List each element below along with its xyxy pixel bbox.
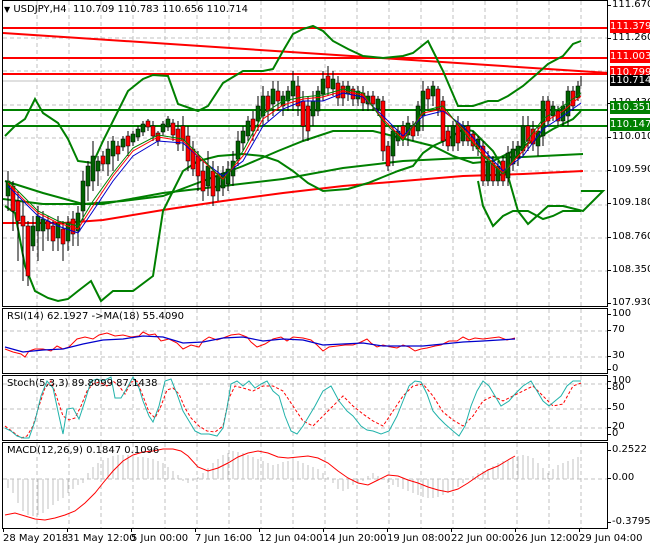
price-tag-resistance-1: 111.379 <box>610 20 650 33</box>
macd-axis: 0.2522 0.00 -0.3795 <box>607 442 650 529</box>
rsi-tick: 0 <box>607 363 619 374</box>
main-price-panel[interactable] <box>2 0 608 307</box>
time-label: 31 May 12:00 <box>67 533 136 544</box>
price-tick: 107.930 <box>607 298 650 308</box>
price-tick: 109.590 <box>607 165 650 175</box>
time-label: 5 Jun 00:00 <box>131 533 189 544</box>
rsi-tick: 30 <box>608 350 625 361</box>
stoch-tick: 100 <box>607 375 632 386</box>
time-label: 22 Jun 00:00 <box>451 533 515 544</box>
price-tick: 108.760 <box>607 232 650 242</box>
price-tick: 109.180 <box>607 198 650 208</box>
macd-tick: 0.2522 <box>608 444 647 455</box>
price-tick: 111.260 <box>607 33 650 43</box>
close-value: 110.714 <box>206 4 248 15</box>
price-tick: 111.670 <box>607 0 650 10</box>
stoch-tick: 0 <box>607 428 619 439</box>
time-label: 7 Jun 16:00 <box>195 533 253 544</box>
rsi-canvas <box>3 309 607 373</box>
price-axis: 111.670 111.260 110.430 110.010 109.590 … <box>607 0 650 308</box>
price-tag-support-1: 110.351 <box>610 101 650 114</box>
rsi-tick: 70 <box>608 324 625 335</box>
time-label: 26 Jun 12:00 <box>515 533 579 544</box>
low-value: 110.656 <box>162 4 204 15</box>
high-value: 110.783 <box>117 4 159 15</box>
stochastic-canvas <box>3 376 607 440</box>
chart-header: ▼ USDJPY,H4 110.709 110.783 110.656 110.… <box>4 4 248 15</box>
price-chart-canvas <box>3 1 607 306</box>
stoch-tick: 80 <box>608 382 625 393</box>
macd-tick: 0.00 <box>607 472 635 483</box>
time-label: 28 May 2018 <box>3 533 69 544</box>
price-tag-resistance-2: 111.003 <box>610 50 650 63</box>
macd-tick: -0.3795 <box>608 516 650 527</box>
price-tag-support-2: 110.147 <box>610 118 650 131</box>
collapse-triangle-icon[interactable]: ▼ <box>4 5 11 14</box>
macd-title: MACD(12,26,9) 0.1847 0.1096 <box>7 445 160 456</box>
stochastic-panel[interactable]: Stoch(5,3,3) 89.8099 87.1438 <box>2 375 608 441</box>
rsi-title: RSI(14) 62.1927 ->MA(18) 55.4090 <box>7 311 184 322</box>
stochastic-axis: 100 80 50 20 0 <box>607 375 650 441</box>
time-label: 19 Jun 08:00 <box>387 533 451 544</box>
macd-panel[interactable]: MACD(12,26,9) 0.1847 0.1096 <box>2 442 608 529</box>
rsi-panel[interactable]: RSI(14) 62.1927 ->MA(18) 55.4090 <box>2 308 608 374</box>
price-tick: 108.350 <box>607 265 650 275</box>
stoch-tick: 20 <box>608 421 625 432</box>
time-label: 12 Jun 04:00 <box>259 533 323 544</box>
price-tick: 110.010 <box>607 132 650 142</box>
symbol-label: USDJPY,H4 <box>13 4 67 15</box>
macd-canvas <box>3 443 607 528</box>
price-tag-last: 110.714 <box>610 75 650 86</box>
rsi-axis: 100 70 30 0 <box>607 308 650 374</box>
time-label: 14 Jun 20:00 <box>323 533 387 544</box>
open-value: 110.709 <box>73 4 115 15</box>
rsi-tick: 100 <box>607 308 632 319</box>
time-label: 29 Jun 04:00 <box>579 533 643 544</box>
stoch-tick: 50 <box>608 402 625 413</box>
stochastic-title: Stoch(5,3,3) 89.8099 87.1438 <box>7 378 158 389</box>
